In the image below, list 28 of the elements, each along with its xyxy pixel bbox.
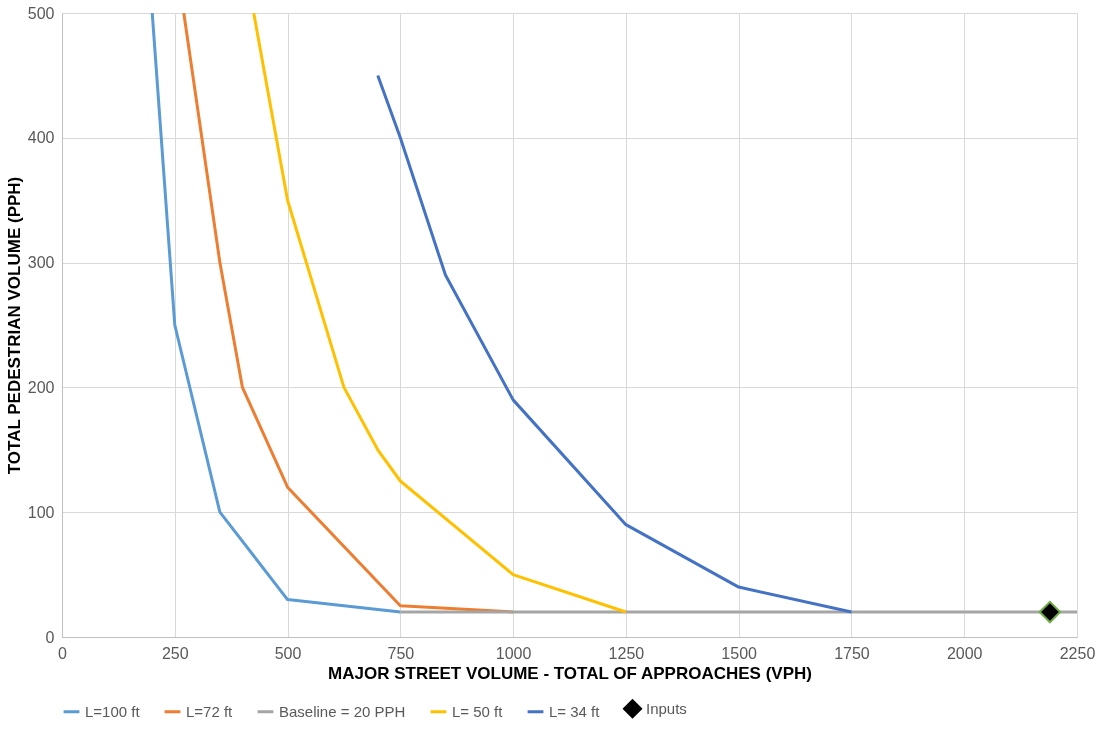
y-axis-title: TOTAL PEDESTRIAN VOLUME (PPH) [4,176,24,475]
y-tick-label: 300 [27,254,55,272]
x-tick-label: 1000 [495,644,532,662]
x-tick-label: 250 [161,644,189,662]
x-tick-label: 1250 [608,644,645,662]
legend-label: Baseline = 20 PPH [279,702,406,720]
legend-label: L=72 ft [186,702,234,720]
x-tick-label: 0 [58,644,68,662]
y-tick-label: 200 [27,378,55,396]
x-tick-label: 2000 [946,644,983,662]
x-tick-label: 750 [387,644,415,662]
line-series [376,73,853,614]
y-tick-label: 500 [27,4,55,22]
x-tick-label: 500 [274,644,302,662]
line-series [252,13,628,614]
line-series [150,13,402,614]
x-tick-label: 1500 [721,644,758,662]
legend-label: L= 34 ft [549,702,601,720]
y-tick-label: 0 [45,628,55,646]
legend-label: Inputs [646,699,687,717]
x-axis-title: MAJOR STREET VOLUME - TOTAL OF APPROACHES (VPH) [328,663,812,683]
x-tick-label: 1750 [834,644,870,662]
y-tick-label: 100 [27,503,55,521]
legend-label: L= 50 ft [452,702,504,720]
y-tick-label: 400 [27,129,55,147]
line-series [182,13,515,614]
legend-label: L=100 ft [85,702,141,720]
x-tick-label: 2250 [1059,644,1096,662]
